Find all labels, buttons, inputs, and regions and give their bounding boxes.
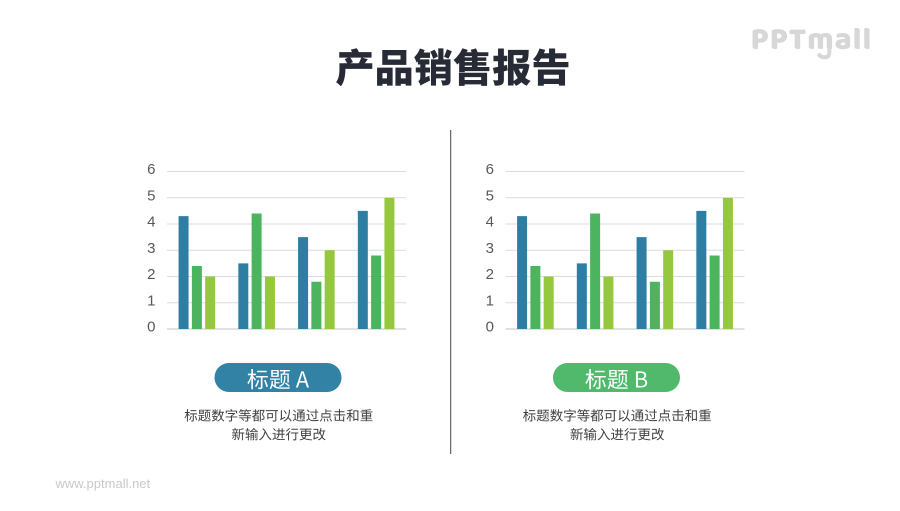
svg-text:6: 6 (486, 161, 494, 178)
svg-text:4: 4 (147, 214, 155, 231)
svg-text:1: 1 (486, 292, 494, 309)
svg-text:www.pptmall.net: www.pptmall.net (55, 476, 151, 491)
svg-text:3: 3 (486, 240, 494, 257)
svg-text:3: 3 (147, 240, 155, 257)
svg-text:4: 4 (486, 214, 494, 231)
svg-text:0: 0 (147, 319, 155, 336)
svg-text:5: 5 (147, 187, 155, 204)
svg-text:2: 2 (147, 266, 155, 283)
svg-text:2: 2 (486, 266, 494, 283)
svg-text:6: 6 (147, 161, 155, 178)
svg-text:0: 0 (486, 319, 494, 336)
svg-text:5: 5 (486, 187, 494, 204)
svg-text:1: 1 (147, 292, 155, 309)
